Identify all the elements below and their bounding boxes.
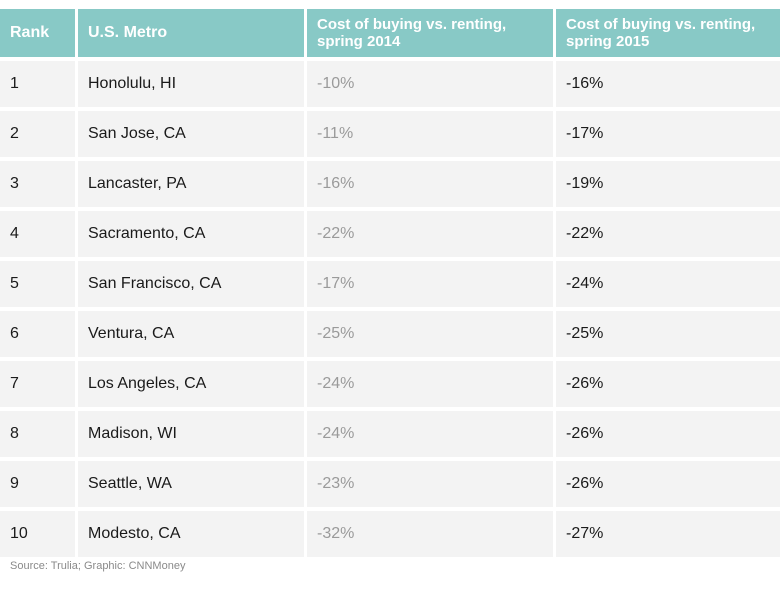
table-row: 8 Madison, WI -24% -26%: [0, 411, 780, 457]
table-row: 10 Modesto, CA -32% -27%: [0, 511, 780, 557]
rank-cell: 7: [0, 361, 75, 407]
table-row: 2 San Jose, CA -11% -17%: [0, 111, 780, 157]
cost-2015-cell: -26%: [556, 411, 780, 457]
metro-cell: San Francisco, CA: [78, 261, 304, 307]
rank-cell: 3: [0, 161, 75, 207]
cost-2015-cell: -24%: [556, 261, 780, 307]
metro-cell: Ventura, CA: [78, 311, 304, 357]
cost-2014-cell: -11%: [307, 111, 553, 157]
cost-2014-cell: -10%: [307, 61, 553, 107]
rank-cell: 6: [0, 311, 75, 357]
table-row: 5 San Francisco, CA -17% -24%: [0, 261, 780, 307]
cost-2014-cell: -32%: [307, 511, 553, 557]
cost-2014-cell: -22%: [307, 211, 553, 257]
header-rank: Rank: [0, 9, 75, 57]
rank-cell: 1: [0, 61, 75, 107]
cost-2014-cell: -24%: [307, 411, 553, 457]
metro-cell: Modesto, CA: [78, 511, 304, 557]
metro-cell: San Jose, CA: [78, 111, 304, 157]
rank-cell: 9: [0, 461, 75, 507]
data-table: Rank U.S. Metro Cost of buying vs. renti…: [0, 9, 780, 561]
table-row: 9 Seattle, WA -23% -26%: [0, 461, 780, 507]
header-2014: Cost of buying vs. renting, spring 2014: [307, 9, 553, 57]
cost-2015-cell: -16%: [556, 61, 780, 107]
table-row: 7 Los Angeles, CA -24% -26%: [0, 361, 780, 407]
metro-cell: Lancaster, PA: [78, 161, 304, 207]
metro-cell: Los Angeles, CA: [78, 361, 304, 407]
rank-cell: 5: [0, 261, 75, 307]
cost-2015-cell: -19%: [556, 161, 780, 207]
table-row: 6 Ventura, CA -25% -25%: [0, 311, 780, 357]
cost-2014-cell: -25%: [307, 311, 553, 357]
cost-2015-cell: -26%: [556, 361, 780, 407]
cost-2014-cell: -16%: [307, 161, 553, 207]
cost-2015-cell: -25%: [556, 311, 780, 357]
source-credit: Source: Trulia; Graphic: CNNMoney: [10, 560, 186, 572]
cost-2015-cell: -26%: [556, 461, 780, 507]
table-header: Rank U.S. Metro Cost of buying vs. renti…: [0, 9, 780, 57]
rank-cell: 2: [0, 111, 75, 157]
cost-2015-cell: -27%: [556, 511, 780, 557]
metro-cell: Madison, WI: [78, 411, 304, 457]
cost-2014-cell: -24%: [307, 361, 553, 407]
cost-2014-cell: -17%: [307, 261, 553, 307]
header-2015: Cost of buying vs. renting, spring 2015: [556, 9, 780, 57]
table-row: 1 Honolulu, HI -10% -16%: [0, 61, 780, 107]
header-metro: U.S. Metro: [78, 9, 304, 57]
rank-cell: 10: [0, 511, 75, 557]
metro-cell: Honolulu, HI: [78, 61, 304, 107]
cost-2015-cell: -17%: [556, 111, 780, 157]
cost-2014-cell: -23%: [307, 461, 553, 507]
metro-cell: Seattle, WA: [78, 461, 304, 507]
metro-cell: Sacramento, CA: [78, 211, 304, 257]
rank-cell: 8: [0, 411, 75, 457]
rank-cell: 4: [0, 211, 75, 257]
table-row: 3 Lancaster, PA -16% -19%: [0, 161, 780, 207]
cost-2015-cell: -22%: [556, 211, 780, 257]
table-row: 4 Sacramento, CA -22% -22%: [0, 211, 780, 257]
